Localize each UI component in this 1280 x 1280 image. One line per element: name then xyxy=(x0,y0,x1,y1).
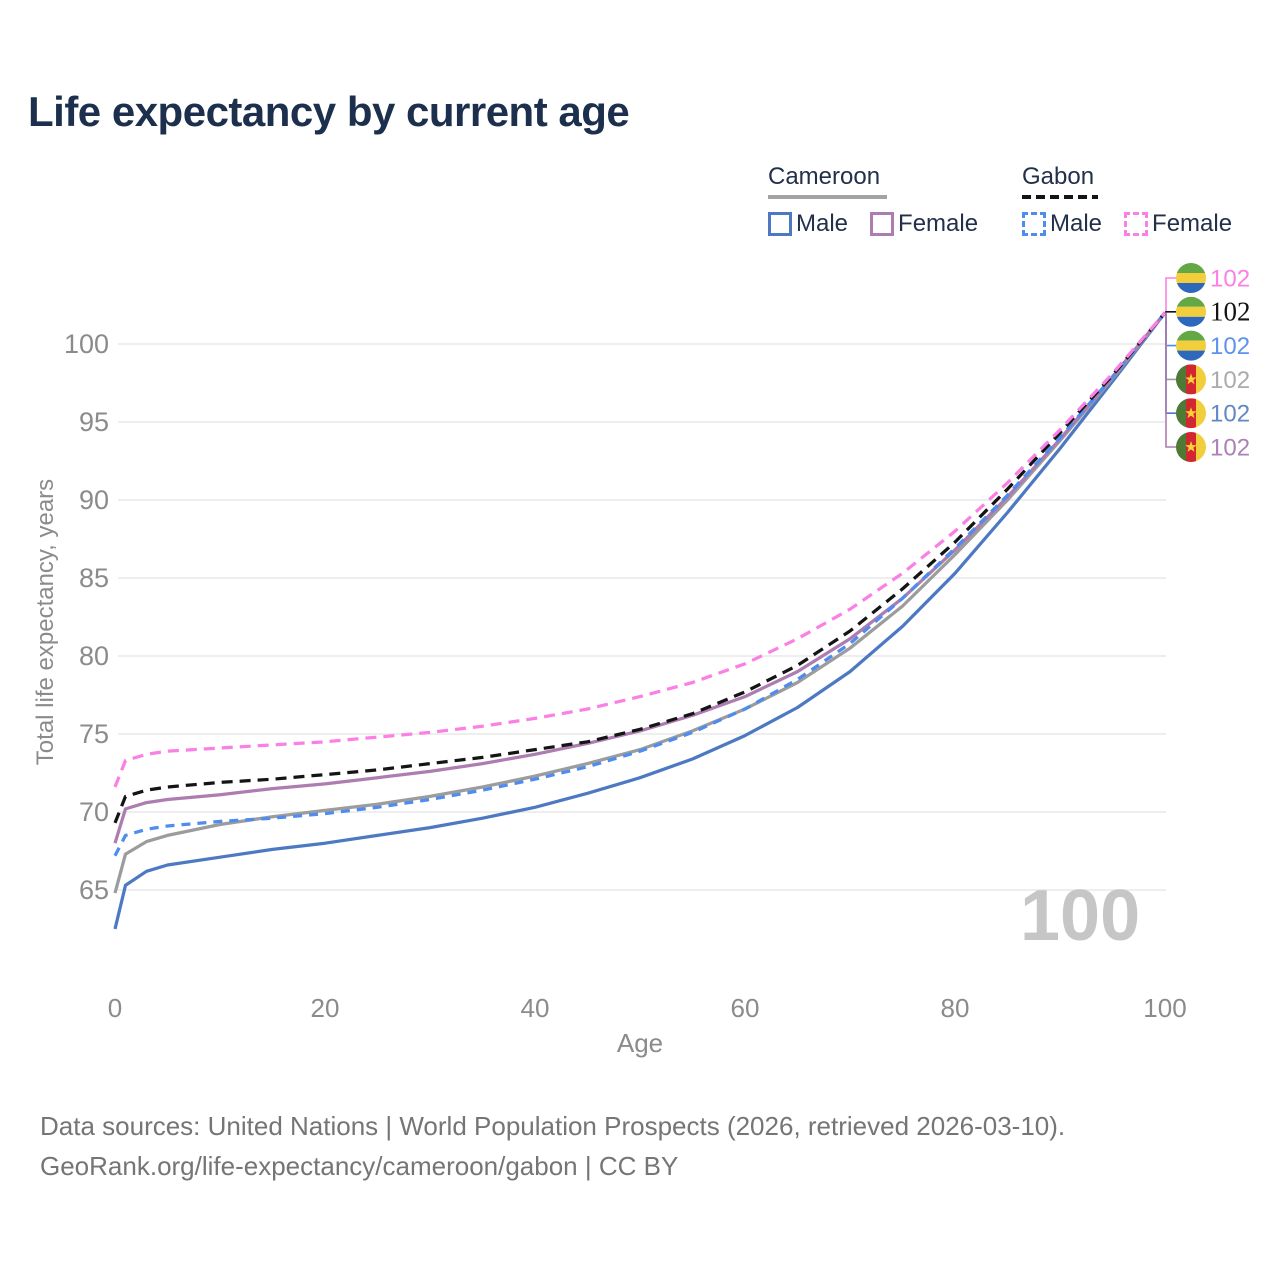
x-axis-title: Age xyxy=(616,1028,664,1058)
x-tick-label: 0 xyxy=(108,993,122,1023)
cameroon-female-swatch-icon[interactable] xyxy=(870,212,895,236)
series-line-gabon-all[interactable] xyxy=(113,311,1167,824)
y-tick-label: 95 xyxy=(79,407,109,437)
end-value-label-gabon-male: 102 xyxy=(1210,333,1250,360)
footer: Data sources: United Nations | World Pop… xyxy=(40,1106,1065,1186)
footer-attribution: GeoRank.org/life-expectancy/cameroon/gab… xyxy=(40,1151,679,1181)
x-tick-label: 20 xyxy=(311,993,340,1023)
gabon-female-legend-label[interactable]: Female xyxy=(1152,210,1233,237)
end-label-connector-cameroon-male xyxy=(1165,312,1177,414)
end-label-row-gabon-all[interactable]: 102 xyxy=(1176,296,1251,328)
cameroon-solid-line-key xyxy=(768,195,887,199)
cameroon-flag-icon xyxy=(1176,364,1206,395)
x-tick-label: 40 xyxy=(521,993,550,1023)
y-axis-title: Total life expectancy, years xyxy=(32,478,59,766)
legend-country-cameroon-label: Cameroon xyxy=(768,163,881,190)
series-line-cameroon-all[interactable] xyxy=(113,311,1167,894)
end-value-label-cameroon-all: 102 xyxy=(1210,367,1250,394)
y-tick-label: 85 xyxy=(79,563,109,593)
cameroon-flag-icon xyxy=(1176,398,1206,429)
end-value-label-cameroon-female: 102 xyxy=(1210,435,1250,462)
cameroon-flag-icon xyxy=(1176,432,1206,462)
end-value-label-cameroon-male: 102 xyxy=(1210,401,1250,428)
y-tick-label: 90 xyxy=(79,485,109,515)
gabon-male-swatch-icon[interactable] xyxy=(1022,212,1046,236)
end-label-connector-gabon-female xyxy=(1165,277,1177,313)
end-label-row-cameroon-female[interactable]: 102 xyxy=(1176,432,1250,462)
series-line-cameroon-male[interactable] xyxy=(113,311,1167,930)
legend-country-gabon[interactable]: Gabon xyxy=(1022,163,1232,199)
hover-age-indicator: 100 xyxy=(1020,876,1141,956)
y-tick-label: 80 xyxy=(79,641,109,671)
y-tick-label: 100 xyxy=(64,329,109,359)
cameroon-male-legend-label[interactable]: Male xyxy=(796,210,849,237)
end-value-label-gabon-female: 102 xyxy=(1210,266,1250,293)
gabon-flag-icon xyxy=(1176,330,1206,361)
series-line-gabon-female[interactable] xyxy=(113,311,1167,788)
x-tick-label: 100 xyxy=(1143,993,1186,1023)
chart-title: Life expectancy by current age xyxy=(28,88,630,135)
x-tick-label: 60 xyxy=(731,993,760,1023)
y-tick-label: 75 xyxy=(79,719,109,749)
footer-data-sources: Data sources: United Nations | World Pop… xyxy=(40,1111,1066,1141)
cameroon-female-legend-label[interactable]: Female xyxy=(898,210,979,237)
gabon-flag-icon xyxy=(1176,263,1206,293)
legend-group-gabon: Gabon Male Female xyxy=(1022,163,1232,238)
x-tick-label: 80 xyxy=(941,993,970,1023)
end-label-row-gabon-male[interactable]: 102 xyxy=(1176,330,1250,362)
legend-country-gabon-label: Gabon xyxy=(1022,163,1095,190)
gabon-flag-icon xyxy=(1176,296,1206,327)
end-value-label-gabon-all: 102 xyxy=(1210,296,1251,326)
gabon-male-legend-label[interactable]: Male xyxy=(1050,210,1103,237)
end-label-row-cameroon-all[interactable]: 102 xyxy=(1176,364,1250,395)
y-tick-label: 70 xyxy=(79,797,109,827)
end-label-connector-cameroon-female xyxy=(1165,312,1177,448)
legend-country-cameroon[interactable]: Cameroon xyxy=(768,163,978,199)
end-label-connector-gabon-all xyxy=(1165,311,1177,313)
legend-group-cameroon: Cameroon Male Female xyxy=(768,163,978,238)
y-tick-label: 65 xyxy=(79,875,109,905)
end-label-row-gabon-female[interactable]: 102 xyxy=(1176,263,1250,294)
end-label-connector-gabon-male xyxy=(1165,312,1177,347)
series-line-gabon-male[interactable] xyxy=(113,311,1167,857)
end-label-row-cameroon-male[interactable]: 102 xyxy=(1176,398,1250,429)
cameroon-male-swatch-icon[interactable] xyxy=(768,212,792,236)
gabon-dashed-line-key xyxy=(1022,195,1098,199)
gabon-female-swatch-icon[interactable] xyxy=(1124,212,1149,236)
